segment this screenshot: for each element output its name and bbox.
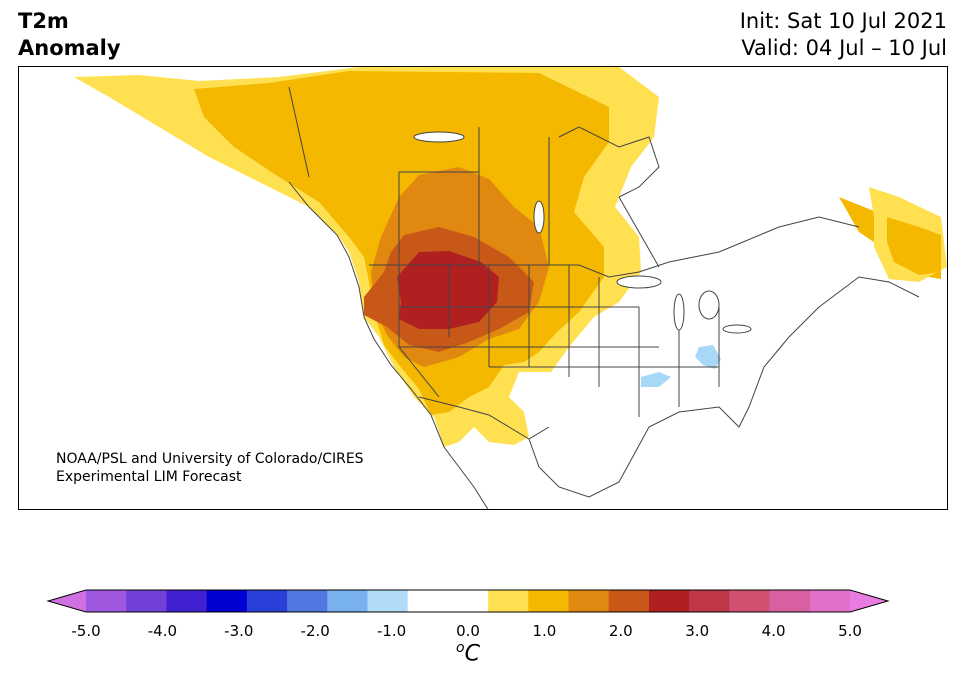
colorbar-outline	[46, 589, 890, 613]
colorbar-cell	[407, 590, 449, 612]
colorbar-extend-low	[48, 590, 86, 612]
colorbar-cell	[166, 590, 208, 612]
colorbar-cell	[86, 590, 127, 612]
colorbar-tick-label: 1.0	[532, 622, 557, 640]
great-slave-lake	[413, 131, 465, 143]
colorbar-extend-high	[850, 590, 888, 612]
alaska-border	[288, 86, 310, 178]
credit-text: NOAA/PSL and University of Colorado/CIRE…	[56, 450, 364, 486]
anomaly-region-red	[397, 251, 499, 329]
colorbar-tick-label: 3.0	[685, 622, 710, 640]
map-title: T2m Anomaly	[18, 8, 121, 62]
great-lake-huron	[698, 290, 720, 320]
colorbar-cell	[447, 590, 489, 612]
colorbar-cell	[528, 590, 570, 612]
political-boundaries	[288, 86, 920, 509]
colorbar-tick-label: 5.0	[838, 622, 862, 640]
colorbar-tick-label: 4.0	[761, 622, 786, 640]
anomaly-region-light-blue-2	[641, 372, 671, 387]
unit-letter: C	[464, 641, 480, 667]
colorbar-cell	[246, 590, 288, 612]
colorbar-cell	[488, 590, 529, 612]
colorbar-tick-label: -1.0	[376, 622, 407, 640]
credit-line-1: NOAA/PSL and University of Colorado/CIRE…	[56, 451, 364, 467]
us-mexico-border	[418, 396, 550, 440]
colorbar-cells	[48, 590, 888, 612]
title-line-2: Anomaly	[18, 36, 121, 60]
init-date: Init: Sat 10 Jul 2021	[739, 9, 947, 33]
anomaly-region-light-blue-1	[695, 345, 721, 369]
colorbar-cell	[206, 590, 248, 612]
colorbar-tick-label: -4.0	[147, 622, 178, 640]
colorbar	[46, 589, 890, 613]
map-canvas	[74, 67, 947, 509]
title-line-1: T2m	[18, 9, 69, 33]
colorbar-unit: oC	[456, 640, 480, 666]
state-lines	[398, 265, 720, 417]
colorbar-cell	[769, 590, 811, 612]
colorbar-cell	[327, 590, 368, 612]
colorbar-cell	[287, 590, 328, 612]
lakes	[413, 131, 752, 334]
lake-winnipeg	[533, 200, 545, 234]
unit-superscript: o	[456, 640, 465, 656]
colorbar-tick-label: -2.0	[300, 622, 330, 640]
canada-us-border	[369, 216, 860, 278]
hudson-bay	[558, 126, 660, 198]
great-lake-michigan	[673, 293, 685, 331]
valid-range: Valid: 04 Jul – 10 Jul	[741, 36, 947, 60]
west-coast	[288, 181, 489, 509]
great-lake-superior	[616, 275, 662, 289]
gulf-coast	[528, 276, 920, 498]
great-lake-erie	[722, 324, 752, 334]
colorbar-cell	[367, 590, 409, 612]
colorbar-cell	[689, 590, 730, 612]
forecast-dates: Init: Sat 10 Jul 2021 Valid: 04 Jul – 10…	[740, 8, 947, 62]
anomaly-map: NOAA/PSL and University of Colorado/CIRE…	[18, 66, 948, 510]
colorbar-tick-label: 2.0	[608, 622, 633, 640]
province-lines	[398, 127, 660, 268]
colorbar-cell	[608, 590, 650, 612]
colorbar-cell	[809, 590, 851, 612]
colorbar-tick-label: -5.0	[71, 622, 101, 640]
colorbar-cell	[648, 590, 690, 612]
credit-line-2: Experimental LIM Forecast	[56, 469, 242, 485]
colorbar-cell	[729, 590, 771, 612]
anomaly-region-gold-east-inner	[887, 217, 941, 275]
colorbar-tick-label: 0.0	[456, 622, 480, 640]
colorbar-tick-label: -3.0	[224, 622, 254, 640]
colorbar-cell	[568, 590, 610, 612]
colorbar-cell	[126, 590, 167, 612]
